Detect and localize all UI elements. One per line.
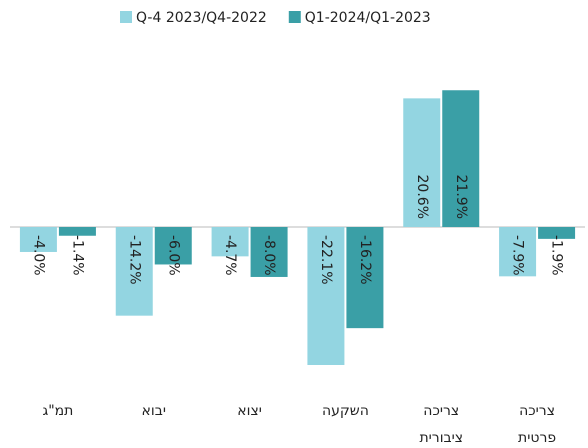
- value-label: -1.9%: [549, 235, 565, 276]
- bar: [154, 227, 192, 265]
- value-label: -8.0%: [261, 235, 277, 276]
- bar: [538, 227, 576, 239]
- value-label: -7.9%: [510, 235, 526, 276]
- bar: [499, 227, 537, 277]
- bar: [250, 227, 288, 277]
- bar: [211, 227, 249, 257]
- bar: [346, 227, 384, 329]
- bar: [58, 227, 96, 236]
- value-label: -4.0%: [30, 235, 46, 276]
- x-tick-label: יצוא: [237, 403, 262, 419]
- value-label: -1.4%: [69, 235, 85, 276]
- bar: [403, 98, 441, 227]
- legend-swatch: [120, 11, 132, 23]
- value-label: -14.2%: [126, 235, 142, 285]
- value-label: 20.6%: [414, 175, 430, 219]
- value-label: -4.7%: [222, 235, 238, 276]
- value-label: 21.9%: [453, 175, 469, 219]
- x-tick-label: יבוא: [141, 403, 166, 419]
- value-label: -6.0%: [165, 235, 181, 276]
- legend-swatch: [288, 11, 301, 23]
- bar: [442, 90, 480, 227]
- x-tick-label: צריכה פרטית: [518, 403, 557, 446]
- x-tick-label: השקעה: [321, 403, 369, 419]
- bar: [115, 227, 153, 316]
- bar: [307, 227, 345, 365]
- legend-label: Q-4 2023/Q4-2022: [136, 10, 267, 26]
- value-label: -16.2%: [357, 235, 373, 285]
- x-tick-label: צריכה ציבורית: [419, 403, 464, 446]
- x-tick-label: תמ"ג: [42, 403, 74, 419]
- bar: [19, 227, 57, 252]
- value-label: -22.1%: [318, 235, 334, 285]
- legend-label: Q1-2024/Q1-2023: [305, 10, 431, 26]
